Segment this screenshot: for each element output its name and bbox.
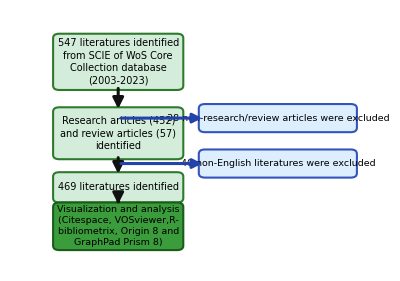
FancyBboxPatch shape bbox=[53, 107, 183, 159]
FancyBboxPatch shape bbox=[199, 104, 357, 132]
Text: 547 literatures identified
from SCIE of WoS Core
Collection database
(2003-2023): 547 literatures identified from SCIE of … bbox=[58, 38, 179, 85]
FancyBboxPatch shape bbox=[53, 172, 183, 203]
Text: Visualization and analysis
(Citespace, VOSviewer,R-
bibliometrix, Origin 8 and
G: Visualization and analysis (Citespace, V… bbox=[57, 205, 180, 248]
Text: 40 non-English literatures were excluded: 40 non-English literatures were excluded bbox=[180, 159, 375, 168]
Text: 38 non-research/review articles were excluded: 38 non-research/review articles were exc… bbox=[166, 114, 389, 123]
Text: Research articles (452)
and review articles (57)
identified: Research articles (452) and review artic… bbox=[60, 116, 176, 151]
FancyBboxPatch shape bbox=[199, 149, 357, 178]
FancyBboxPatch shape bbox=[53, 34, 183, 90]
Text: 469 literatures identified: 469 literatures identified bbox=[58, 182, 179, 192]
FancyBboxPatch shape bbox=[53, 203, 183, 250]
